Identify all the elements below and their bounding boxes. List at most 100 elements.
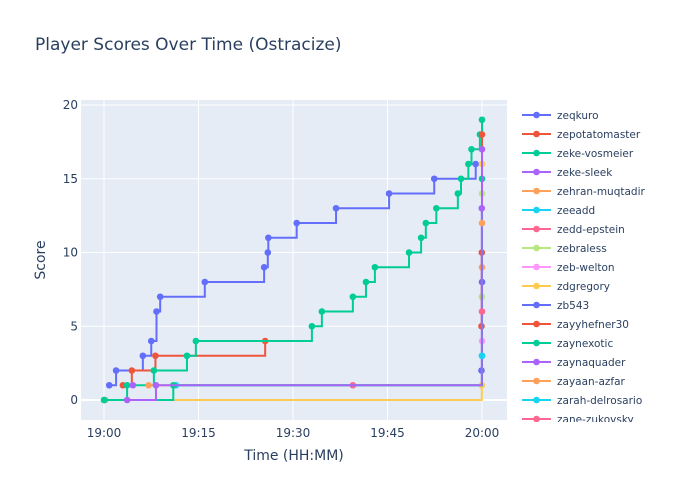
legend-label: zepotatomaster — [557, 129, 641, 141]
data-point[interactable] — [308, 322, 316, 330]
data-point[interactable] — [430, 175, 438, 183]
data-point[interactable] — [183, 352, 191, 360]
data-point[interactable] — [332, 204, 340, 212]
data-point[interactable] — [112, 367, 120, 374]
legend-label: zarah-delrosario — [557, 395, 642, 407]
data-point[interactable] — [153, 308, 160, 315]
legend-marker-icon — [533, 396, 540, 404]
data-point[interactable] — [156, 293, 164, 301]
data-point[interactable] — [318, 308, 326, 315]
legend-item-zepotatomaster[interactable]: zepotatomaster — [522, 129, 641, 141]
data-point[interactable] — [264, 249, 272, 256]
legend-item-zane-zukovsky[interactable]: zane-zukovsky — [522, 414, 634, 426]
legend-item-zarah-delrosario[interactable]: zarah-delrosario — [522, 395, 642, 407]
data-point[interactable] — [405, 249, 413, 256]
data-point[interactable] — [152, 352, 159, 360]
x-tick-label: 19:30 — [276, 426, 311, 440]
data-point[interactable] — [123, 381, 131, 389]
series-zaynaquader — [123, 145, 486, 404]
legend-item-zeb-welton[interactable]: zeb-welton — [522, 262, 615, 274]
legend-label: zane-zukovsky — [557, 414, 634, 426]
y-tick-label: 15 — [63, 172, 78, 186]
y-axis-ticks: 0 5 10 15 20 — [63, 98, 78, 407]
legend-label: zeb-welton — [557, 262, 615, 274]
series-zeqkuro — [105, 160, 480, 389]
legend-item-zeeadd[interactable]: zeeadd — [522, 205, 595, 217]
y-axis-label: Score — [33, 240, 49, 279]
data-point[interactable] — [260, 263, 268, 271]
data-point[interactable] — [478, 352, 486, 360]
data-point[interactable] — [100, 396, 108, 404]
series-zeke-sleek — [129, 381, 137, 389]
data-point[interactable] — [123, 396, 131, 404]
legend[interactable]: zeqkuro zepotatomaster zeke-vosmeier zeke-s… — [522, 110, 646, 426]
legend-marker-icon — [533, 111, 540, 119]
data-point[interactable] — [457, 175, 465, 183]
data-point[interactable] — [150, 367, 158, 374]
legend-item-zayyhefner30[interactable]: zayyhefner30 — [522, 319, 629, 331]
y-tick-label: 20 — [63, 98, 78, 112]
data-point[interactable] — [454, 190, 462, 197]
legend-item-zayaan-azfar[interactable]: zayaan-azfar — [522, 376, 626, 388]
data-point[interactable] — [192, 337, 200, 345]
series-zarah-delrosario — [478, 352, 486, 360]
legend-label: zayaan-azfar — [557, 376, 626, 388]
legend-item-zebraless[interactable]: zebraless — [522, 243, 607, 255]
x-tick-label: 20:00 — [465, 426, 500, 440]
legend-marker-icon — [533, 206, 540, 214]
data-point[interactable] — [422, 219, 430, 227]
series-zayaan-azfar — [478, 219, 486, 227]
data-point[interactable] — [465, 160, 472, 168]
legend-item-zb543[interactable]: zb543 — [522, 300, 589, 312]
x-axis-ticks: 19:00 19:15 19:30 19:45 20:00 — [87, 426, 500, 440]
legend-marker-icon — [533, 244, 540, 252]
y-tick-label: 10 — [63, 246, 78, 260]
data-point[interactable] — [201, 278, 209, 286]
legend-marker-icon — [533, 415, 540, 422]
data-point[interactable] — [105, 381, 113, 389]
data-point[interactable] — [478, 219, 486, 227]
data-point[interactable] — [129, 381, 137, 389]
x-tick-label: 19:00 — [87, 426, 122, 440]
data-point[interactable] — [362, 278, 370, 286]
legend-label: zeke-vosmeier — [557, 148, 634, 160]
data-point[interactable] — [472, 160, 480, 168]
data-point[interactable] — [417, 234, 425, 242]
legend-item-zehran-muqtadir[interactable]: zehran-muqtadir — [522, 186, 646, 198]
data-point[interactable] — [385, 190, 393, 197]
series-layer — [100, 116, 486, 404]
legend-label: zdgregory — [557, 281, 610, 293]
data-point[interactable] — [371, 263, 379, 271]
legend-label: zedd-epstein — [557, 224, 625, 236]
data-point[interactable] — [293, 219, 300, 227]
legend-item-zedd-epstein[interactable]: zedd-epstein — [522, 224, 625, 236]
legend-marker-icon — [533, 225, 540, 233]
data-point[interactable] — [478, 308, 486, 315]
data-point[interactable] — [478, 116, 486, 124]
legend-marker-icon — [533, 320, 540, 328]
y-tick-label: 0 — [70, 393, 78, 407]
data-point[interactable] — [433, 204, 440, 212]
data-point[interactable] — [478, 204, 486, 212]
legend-item-zaynexotic[interactable]: zaynexotic — [522, 338, 613, 350]
legend-item-zdgregory[interactable]: zdgregory — [522, 281, 610, 293]
legend-item-zaynaquader[interactable]: zaynaquader — [522, 357, 626, 369]
series-zane-zukovsky — [478, 308, 486, 315]
legend-marker-icon — [533, 168, 540, 176]
data-point[interactable] — [128, 367, 136, 374]
legend-item-zeke-vosmeier[interactable]: zeke-vosmeier — [522, 148, 634, 160]
data-point[interactable] — [152, 381, 160, 389]
data-point[interactable] — [265, 234, 272, 242]
data-point[interactable] — [147, 337, 155, 345]
data-point[interactable] — [478, 131, 486, 138]
data-point[interactable] — [145, 381, 152, 389]
legend-item-zeqkuro[interactable]: zeqkuro — [522, 110, 599, 122]
data-point[interactable] — [349, 293, 357, 301]
data-point[interactable] — [478, 145, 486, 153]
data-point[interactable] — [468, 145, 475, 153]
legend-label: zehran-muqtadir — [557, 186, 646, 198]
legend-item-zeke-sleek[interactable]: zeke-sleek — [522, 167, 613, 179]
x-axis-label: Time (HH:MM) — [243, 448, 344, 464]
data-point[interactable] — [139, 352, 147, 360]
